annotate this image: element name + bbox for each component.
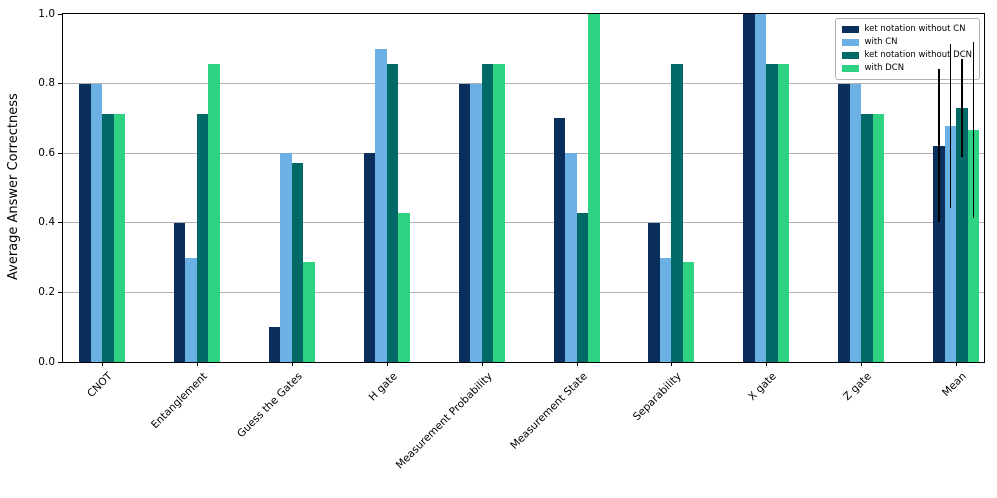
x-tick-mark xyxy=(956,362,958,366)
bar xyxy=(291,163,304,362)
bar xyxy=(398,212,410,362)
bar xyxy=(79,83,91,362)
bar xyxy=(872,113,885,362)
legend-swatch xyxy=(841,52,859,59)
legend-entry-label: with DCN xyxy=(864,63,905,74)
bar xyxy=(648,222,660,362)
bar xyxy=(90,83,102,362)
bar xyxy=(659,257,672,362)
y-axis-label: Average Answer Correctness xyxy=(6,93,21,281)
bar xyxy=(208,63,220,362)
bar xyxy=(849,83,862,362)
y-tick-mark xyxy=(58,13,62,15)
y-tick-label: 0.0 xyxy=(38,355,55,368)
x-tick-mark xyxy=(386,362,388,366)
bar xyxy=(196,113,209,362)
bar xyxy=(363,153,376,362)
y-tick-label: 0.4 xyxy=(38,216,55,229)
y-tick-mark xyxy=(58,291,62,293)
bar xyxy=(493,63,505,362)
legend-entry: with DCN xyxy=(841,62,973,75)
legend-entry: ket notation without CN xyxy=(841,23,973,36)
y-tick-label: 0.8 xyxy=(38,77,55,90)
error-bar xyxy=(961,58,963,158)
legend-entry: ket notation without DCN xyxy=(841,49,973,62)
legend-entry-label: ket notation without CN xyxy=(864,24,966,35)
bar xyxy=(173,222,186,362)
bar xyxy=(777,63,790,362)
y-tick-label: 0.2 xyxy=(38,285,55,298)
legend-swatch xyxy=(841,65,859,72)
bar xyxy=(303,262,315,362)
bar xyxy=(588,14,600,362)
bar xyxy=(280,153,292,362)
x-tick-mark xyxy=(291,362,293,366)
bar xyxy=(113,113,125,362)
bar xyxy=(944,126,957,362)
x-tick-mark xyxy=(671,362,673,366)
bar xyxy=(185,257,197,362)
bar xyxy=(576,212,588,362)
gridline xyxy=(63,222,984,224)
x-tick-mark xyxy=(861,362,863,366)
bar xyxy=(102,113,114,362)
bar xyxy=(565,153,577,362)
bar xyxy=(458,83,471,362)
legend-entry-label: ket notation without DCN xyxy=(864,50,973,61)
bar xyxy=(470,83,482,362)
bar xyxy=(268,327,281,362)
x-tick-mark xyxy=(481,362,483,366)
bar xyxy=(754,14,767,362)
x-tick-mark xyxy=(766,362,768,366)
error-bar xyxy=(949,44,952,208)
bar xyxy=(861,113,873,362)
legend-entry: with CN xyxy=(841,36,973,49)
legend: ket notation without CN with CN ket notati… xyxy=(834,18,980,80)
legend-swatch xyxy=(841,39,859,46)
bar xyxy=(956,107,968,362)
bar xyxy=(743,14,755,362)
gridline xyxy=(63,291,984,293)
gridline xyxy=(63,83,984,85)
legend-entry-label: with CN xyxy=(864,37,898,48)
plot-area: 0.0 0.2 0.4 0.6 0.8 1.0 CNOT Entanglement Guess … xyxy=(38,8,985,471)
error-bar xyxy=(938,68,940,223)
y-tick-mark xyxy=(58,83,62,85)
y-tick-label: 0.6 xyxy=(38,146,55,159)
y-tick-mark xyxy=(58,222,62,224)
x-tick-mark xyxy=(576,362,578,366)
bar xyxy=(933,145,945,362)
bar xyxy=(481,63,494,362)
y-tick-mark xyxy=(58,152,62,154)
y-tick-mark xyxy=(58,361,62,363)
gridline xyxy=(63,152,984,154)
bar xyxy=(766,63,778,362)
bar xyxy=(671,63,683,362)
x-tick-mark xyxy=(102,362,103,366)
bar xyxy=(967,129,980,362)
error-bar xyxy=(972,42,975,218)
x-tick-mark xyxy=(196,362,198,366)
bar xyxy=(375,48,387,362)
legend-swatch xyxy=(841,26,859,33)
bar xyxy=(838,83,850,362)
y-tick-label: 1.0 xyxy=(38,7,55,20)
bar xyxy=(682,262,695,362)
bar xyxy=(386,63,399,362)
bar xyxy=(553,118,565,362)
